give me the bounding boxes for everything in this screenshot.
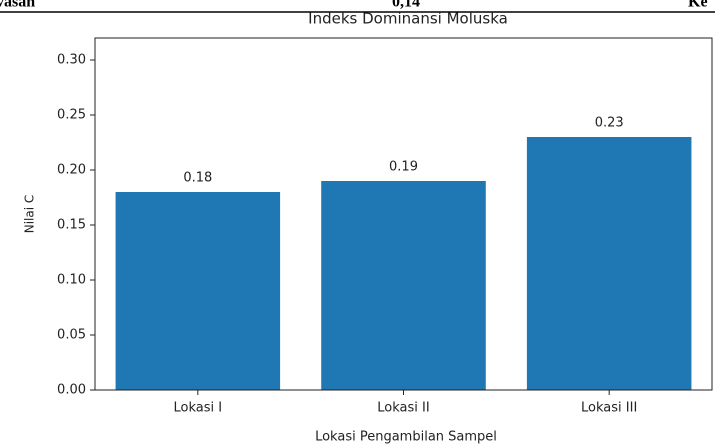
value-label: 0.19 <box>389 160 418 175</box>
plot-frame <box>94 37 713 391</box>
bar <box>526 137 692 390</box>
x-tick-label: Lokasi II <box>377 401 429 416</box>
bar <box>115 192 281 390</box>
y-tick-label: 0.05 <box>57 328 86 343</box>
y-tick-label: 0.20 <box>57 163 86 178</box>
y-tick-label: 0.15 <box>57 218 86 233</box>
y-tick-label: 0.25 <box>57 108 86 123</box>
doc-cell: vasan <box>0 0 35 11</box>
value-label: 0.23 <box>595 116 624 131</box>
y-tick-label: 0.00 <box>57 383 86 398</box>
chart-title: Indeks Dominansi Moluska <box>308 10 508 28</box>
doc-cell: Ke <box>688 0 708 11</box>
x-axis-label: Lokasi Pengambilan Sampel <box>315 430 497 444</box>
x-tick-label: Lokasi I <box>174 401 223 416</box>
x-tick-label: Lokasi III <box>581 401 637 416</box>
bar <box>321 181 486 390</box>
y-tick-label: 0.10 <box>57 273 86 288</box>
y-tick-label: 0.30 <box>57 53 86 68</box>
y-axis-label: Nilai C <box>23 195 37 234</box>
value-label: 0.18 <box>183 171 212 186</box>
doc-cell: 0,14 <box>392 0 420 11</box>
